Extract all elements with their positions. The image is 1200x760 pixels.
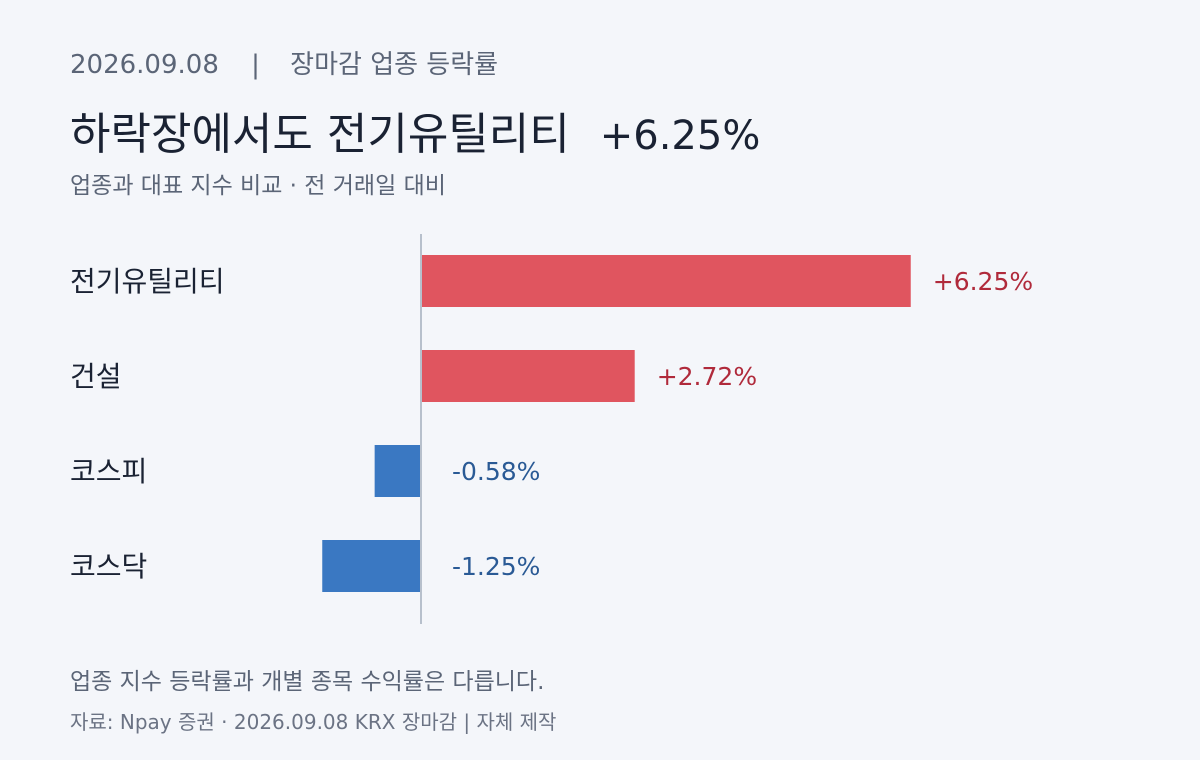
bar-negative	[322, 540, 420, 592]
value-label: -0.58%	[452, 457, 540, 486]
category-label: 코스닥	[70, 550, 147, 583]
footnote: 업종 지수 등락률과 개별 종목 수익률은 다릅니다.	[70, 669, 545, 695]
bar-positive	[422, 350, 635, 402]
header-section: 장마감 업종 등락률	[290, 50, 499, 80]
category-label: 건설	[70, 360, 122, 393]
bar-negative	[374, 445, 420, 497]
header-date: 2026.09.08	[70, 50, 219, 80]
title-text: 하락장에서도 전기유틸리티	[70, 109, 570, 160]
bar-positive	[422, 255, 911, 307]
header-line: 2026.09.08 | 장마감 업종 등락률	[70, 44, 498, 81]
chart-subtitle: 업종과 대표 지수 비교 · 전 거래일 대비	[70, 173, 446, 199]
header-separator: |	[251, 50, 260, 80]
category-label: 코스피	[70, 455, 147, 488]
page-title: 하락장에서도 전기유틸리티 +6.25%	[70, 98, 760, 162]
value-label: +6.25%	[933, 267, 1033, 296]
title-value: +6.25%	[599, 113, 761, 159]
category-label: 전기유틸리티	[70, 265, 225, 298]
source-line: 자료: Npay 증권 · 2026.09.08 KRX 장마감 | 자체 제작	[70, 710, 557, 734]
value-label: -1.25%	[452, 552, 540, 581]
value-label: +2.72%	[657, 362, 757, 391]
